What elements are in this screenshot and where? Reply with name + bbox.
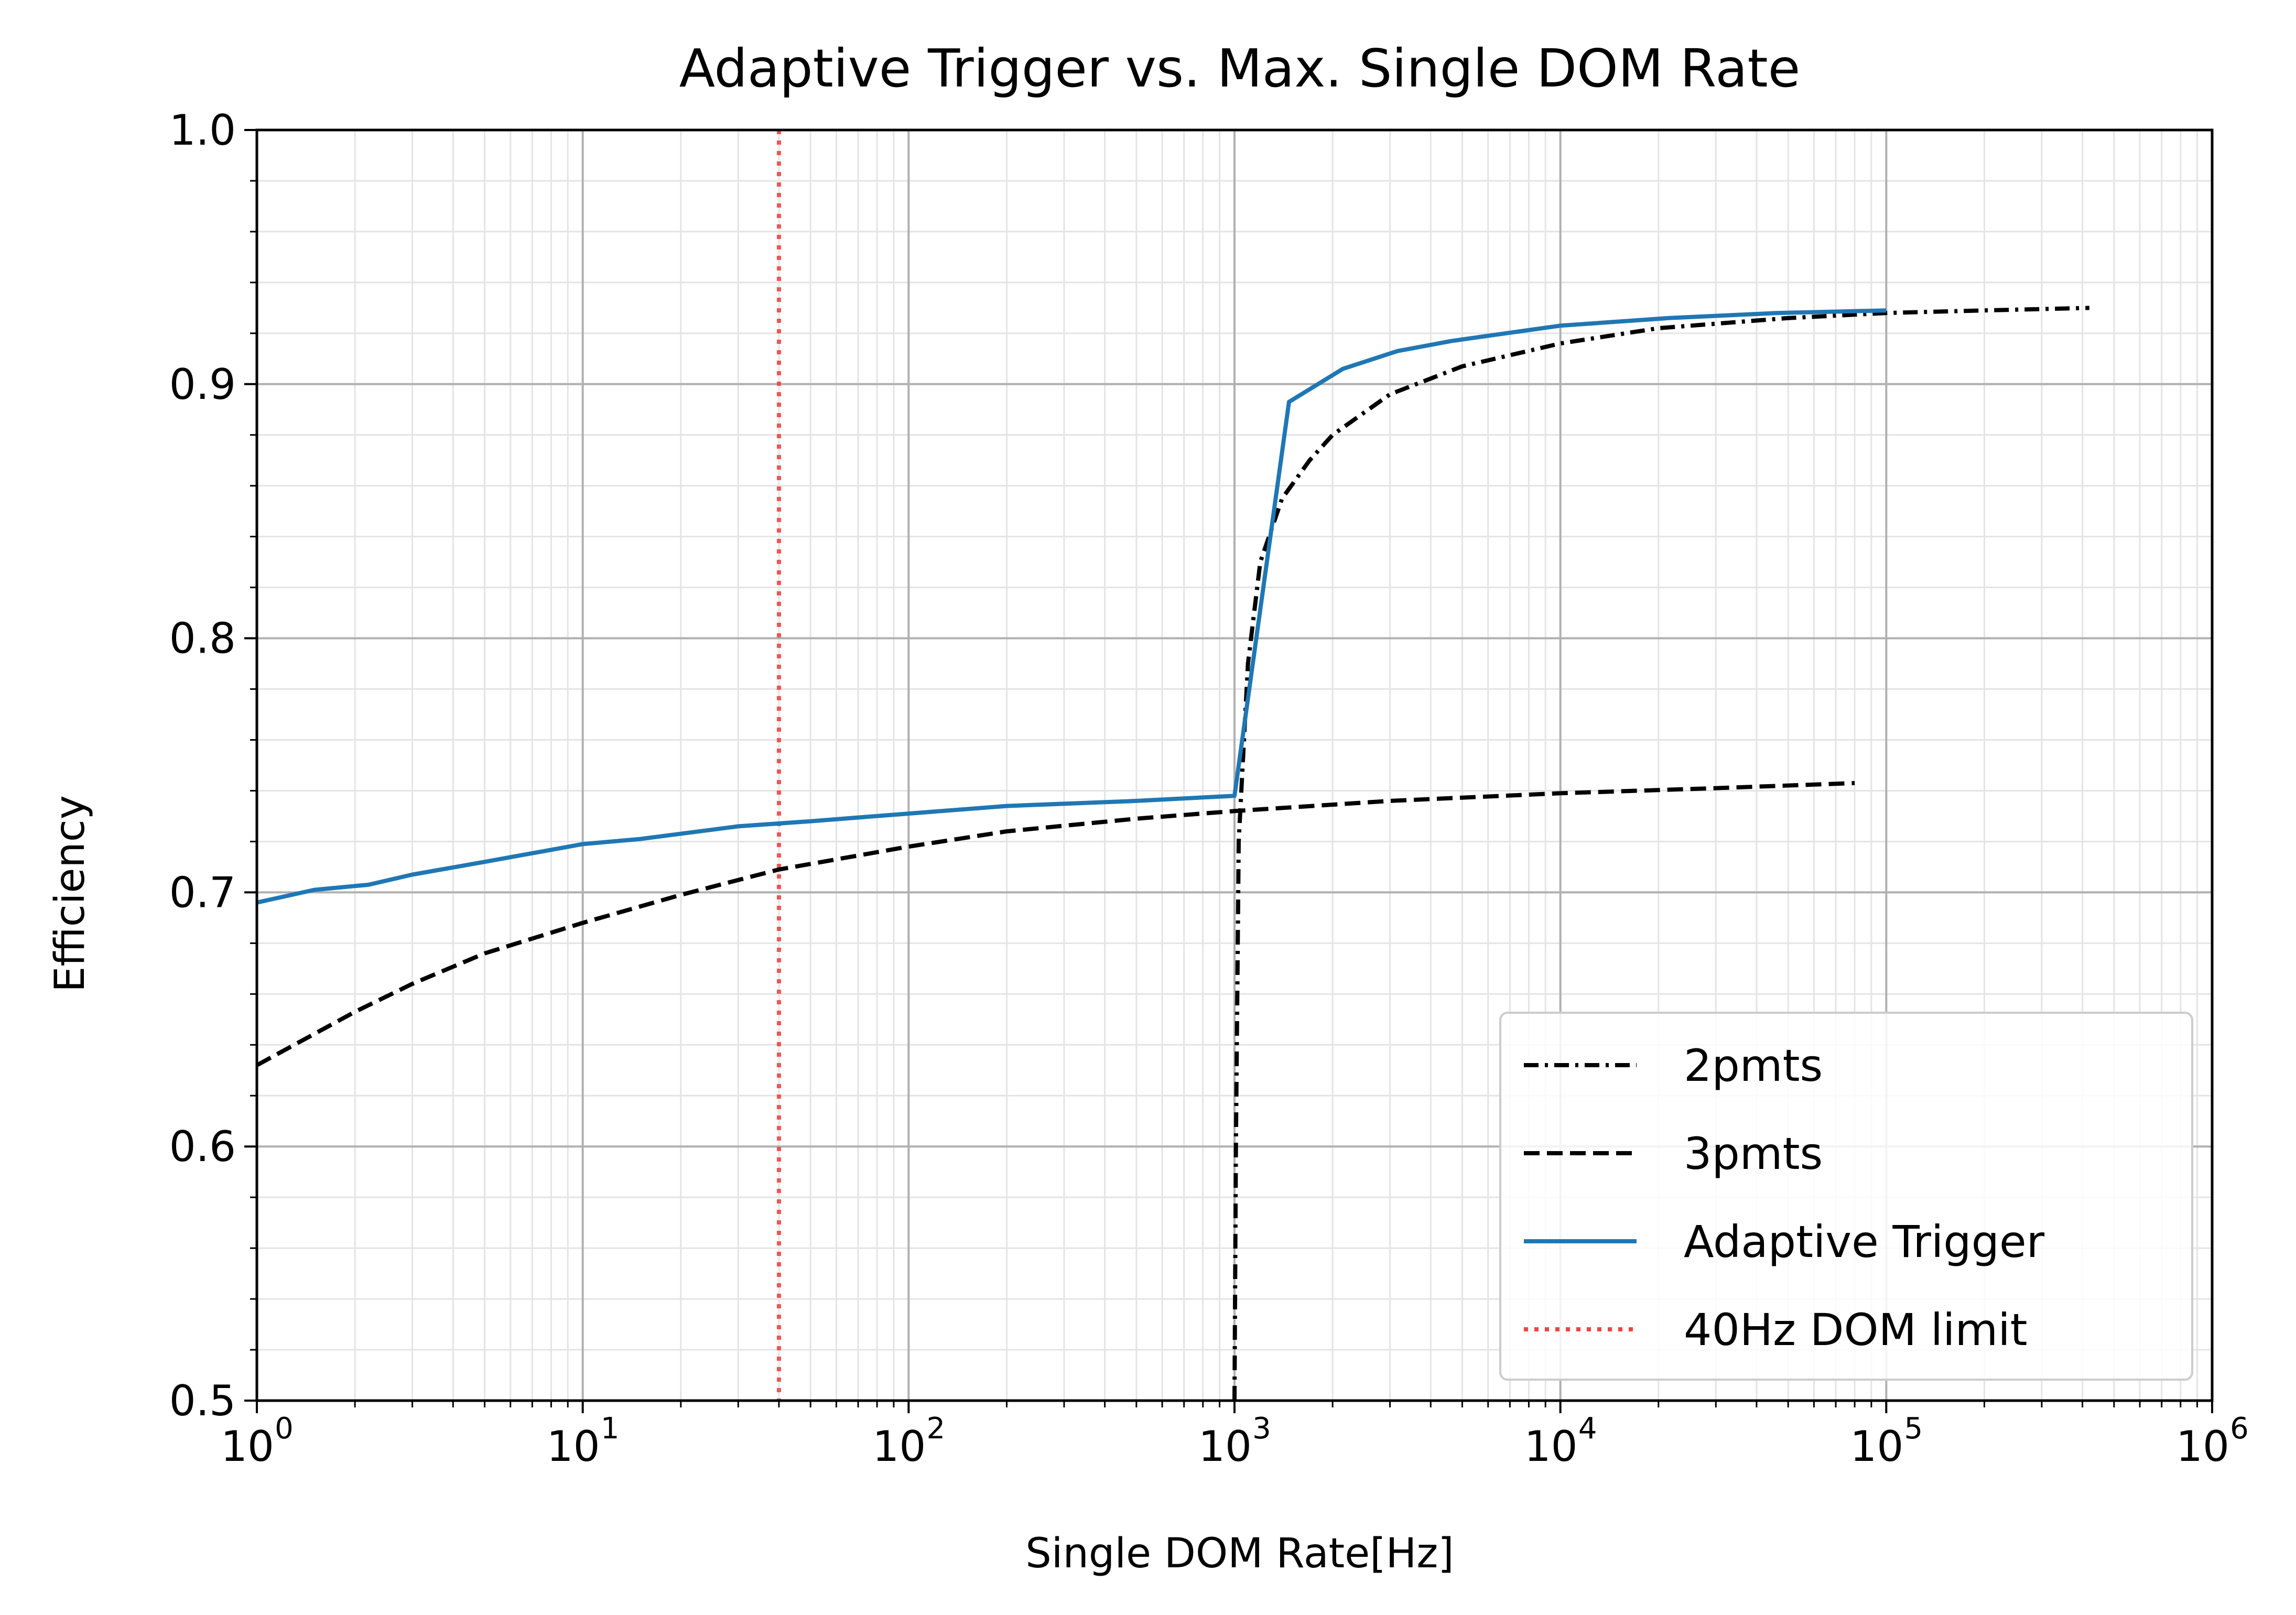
y-tick-label: 0.9 — [169, 360, 236, 409]
x-tick-label: 10 1 — [547, 1412, 620, 1471]
x-tick-label: 10 5 — [1850, 1412, 1923, 1471]
x-tick-exponent: 1 — [601, 1412, 620, 1446]
x-tick-label: 10 3 — [1198, 1412, 1271, 1471]
x-tick-exponent: 2 — [927, 1412, 946, 1446]
y-tick-label: 0.5 — [169, 1376, 236, 1425]
x-tick-label: 10 6 — [2176, 1412, 2249, 1471]
x-tick-base: 10 — [221, 1422, 274, 1471]
legend-entry: 40Hz DOM limit — [1684, 1304, 2028, 1356]
legend-entry: 2pmts — [1684, 1040, 1823, 1091]
ticks: 10 0 10 1 10 2 10 3 10 4 10 5 10 60.50.60.70.80.91.0 — [169, 106, 2249, 1471]
legend: 2pmts 3pmts Adaptive Trigger 40Hz DOM limit — [1499, 1012, 2193, 1381]
x-tick-exponent: 5 — [1904, 1412, 1923, 1446]
legend-entry: 3pmts — [1684, 1128, 1823, 1179]
legend-entry: Adaptive Trigger — [1684, 1216, 2045, 1267]
x-axis-label: Single DOM Rate[Hz] — [1025, 1530, 1454, 1577]
y-tick-label: 0.7 — [169, 868, 236, 917]
x-tick-base: 10 — [1524, 1422, 1578, 1471]
x-tick-base: 10 — [547, 1422, 600, 1471]
x-tick-label: 10 0 — [221, 1412, 294, 1471]
x-tick-exponent: 3 — [1252, 1412, 1271, 1446]
x-tick-base: 10 — [2176, 1422, 2229, 1471]
x-tick-exponent: 4 — [1578, 1412, 1597, 1446]
legend-box — [1499, 1012, 2193, 1381]
chart-title: Adaptive Trigger vs. Max. Single DOM Rat… — [679, 38, 1800, 99]
y-axis-label: Efficiency — [47, 795, 94, 992]
x-tick-label: 10 4 — [1524, 1412, 1597, 1471]
y-tick-label: 0.8 — [169, 614, 236, 663]
x-tick-exponent: 6 — [2230, 1412, 2249, 1446]
series-layer — [256, 306, 2089, 1401]
x-tick-label: 10 2 — [872, 1412, 945, 1471]
y-tick-label: 1.0 — [169, 106, 236, 155]
series-line-adaptive-trigger — [256, 308, 1887, 905]
x-tick-exponent: 0 — [275, 1412, 294, 1446]
series-line-2pmts — [1232, 306, 2089, 1401]
y-tick-label: 0.6 — [169, 1122, 236, 1171]
x-tick-base: 10 — [1850, 1422, 1903, 1471]
x-tick-base: 10 — [1198, 1422, 1252, 1471]
x-tick-base: 10 — [872, 1422, 926, 1471]
